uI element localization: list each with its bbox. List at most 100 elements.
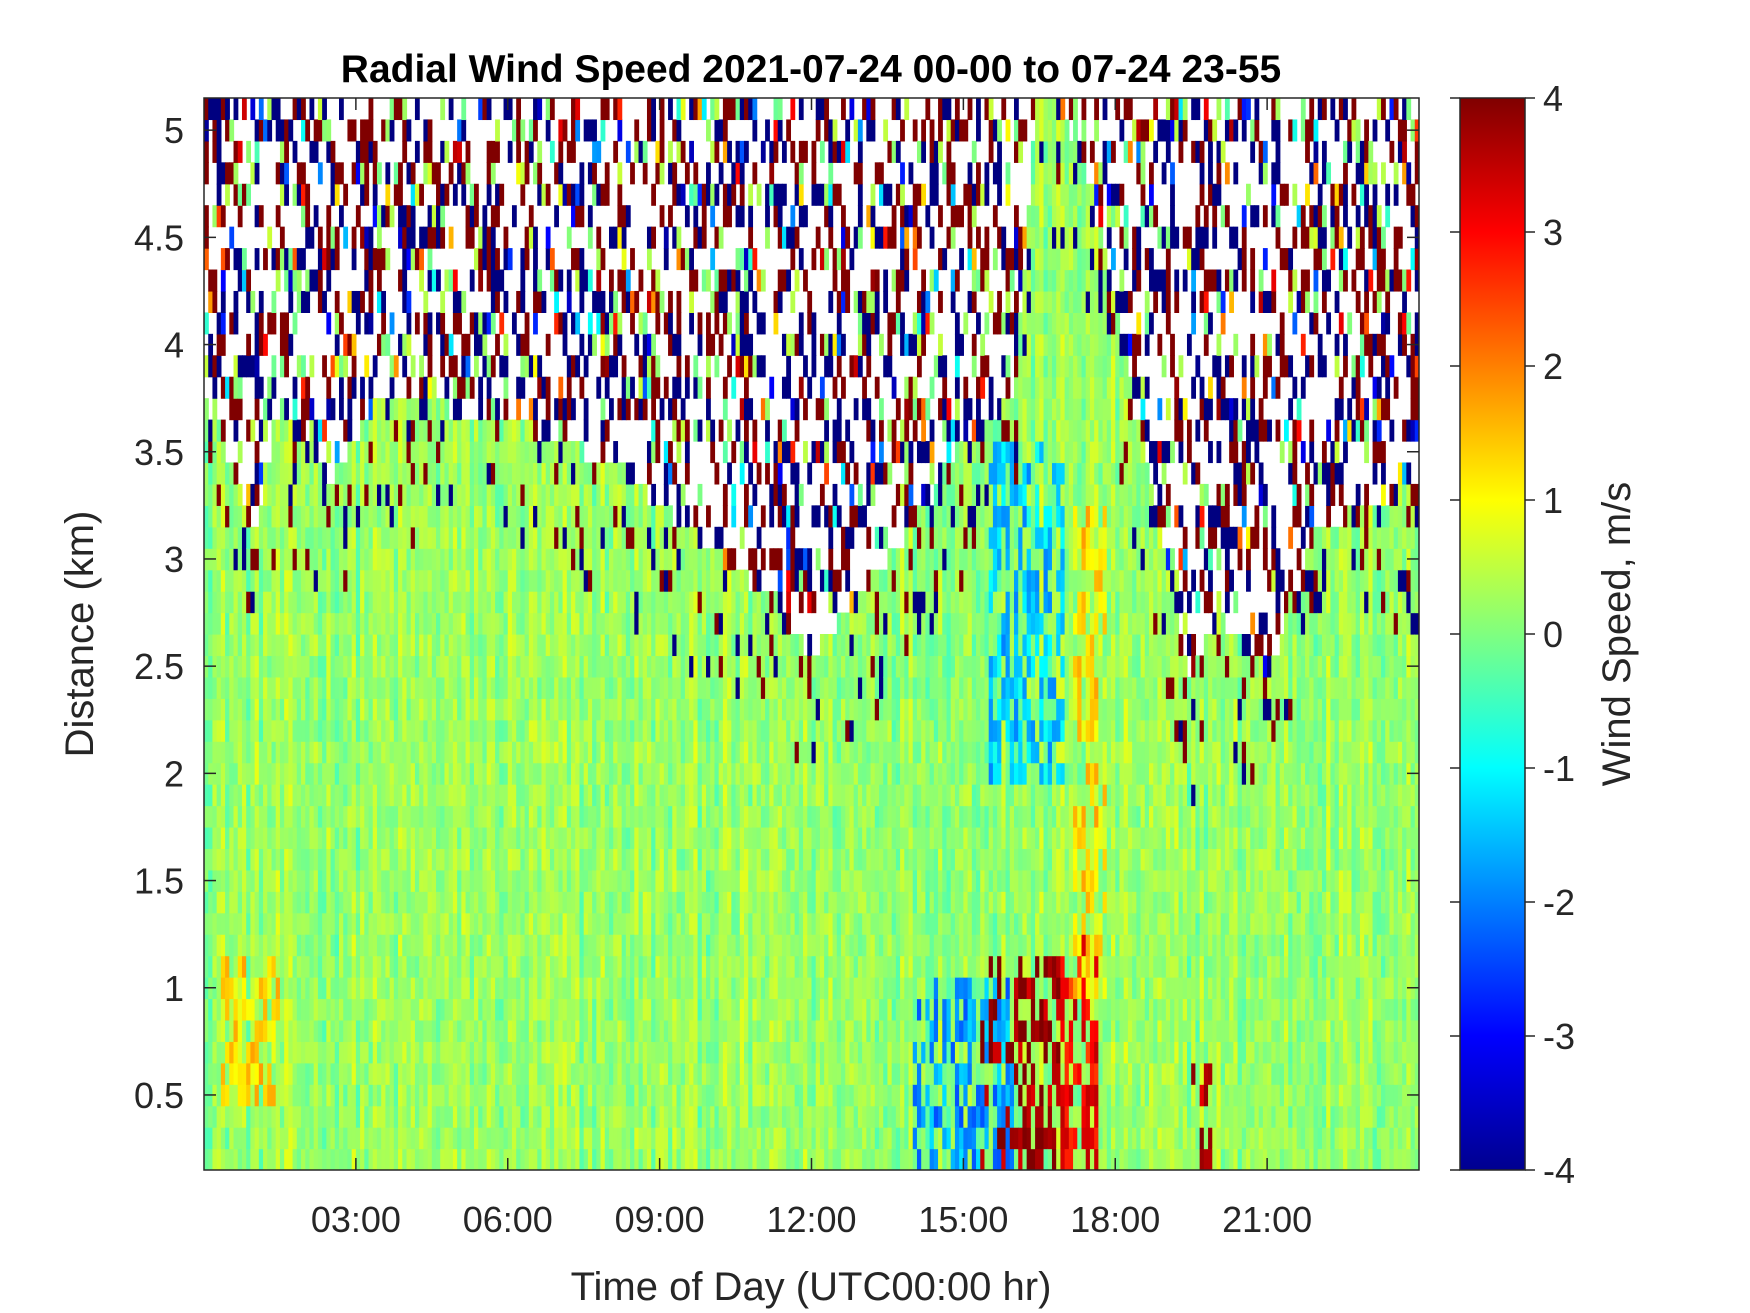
heatmap-cell <box>625 548 631 571</box>
heatmap-cell <box>225 741 230 764</box>
heatmap-cell <box>701 848 707 871</box>
heatmap-cell <box>410 955 416 978</box>
heatmap-cell <box>684 634 690 657</box>
heatmap-cell <box>659 398 665 421</box>
heatmap-cell <box>263 634 268 657</box>
heatmap-cell <box>592 1041 597 1064</box>
heatmap-cell <box>613 226 619 249</box>
heatmap-cell <box>414 312 420 335</box>
heatmap-cell <box>368 698 374 721</box>
heatmap-cell <box>389 912 395 935</box>
heatmap-cell <box>237 183 243 206</box>
heatmap-cell <box>490 355 496 378</box>
heatmap-cell <box>710 591 716 614</box>
heatmap-cell <box>461 1148 467 1170</box>
heatmap-cell <box>339 934 344 957</box>
heatmap-cell <box>634 1084 640 1107</box>
heatmap-cell <box>296 762 302 785</box>
heatmap-cell <box>596 826 602 849</box>
heatmap-cell <box>663 376 669 399</box>
heatmap-cell <box>322 955 327 978</box>
heatmap-cell <box>330 162 336 185</box>
heatmap-cell <box>313 526 319 549</box>
heatmap-cell <box>642 719 648 742</box>
heatmap-cell <box>680 1084 686 1107</box>
heatmap-cell <box>461 676 467 699</box>
heatmap-cell <box>326 591 332 614</box>
heatmap-cell <box>440 655 446 678</box>
heatmap-cell <box>571 462 576 485</box>
heatmap-cell <box>334 548 340 571</box>
heatmap-cell <box>617 98 623 121</box>
heatmap-cell <box>689 1062 694 1085</box>
heatmap-cell <box>351 826 357 849</box>
heatmap-cell <box>583 676 589 699</box>
heatmap-cell <box>414 805 420 828</box>
heatmap-cell <box>634 548 640 571</box>
heatmap-cell <box>376 998 382 1021</box>
heatmap-cell <box>372 698 378 721</box>
heatmap-cell <box>554 505 559 528</box>
heatmap-cell <box>511 762 517 785</box>
heatmap-cell <box>279 140 285 163</box>
heatmap-cell <box>663 526 669 549</box>
heatmap-cell <box>414 398 420 421</box>
heatmap-cell <box>490 1062 496 1085</box>
heatmap-cell <box>490 912 496 935</box>
heatmap-cell <box>347 762 353 785</box>
heatmap-cell <box>313 805 319 828</box>
heatmap-cell <box>689 741 694 764</box>
heatmap-cell <box>334 1084 340 1107</box>
heatmap-cell <box>537 376 543 399</box>
heatmap-cell <box>440 1019 446 1042</box>
heatmap-cell <box>322 419 327 442</box>
heatmap-cell <box>427 548 433 571</box>
heatmap-cell <box>410 1019 416 1042</box>
heatmap-cell <box>676 955 682 978</box>
heatmap-cell <box>668 98 673 121</box>
heatmap-cell <box>613 869 619 892</box>
heatmap-cell <box>621 1062 627 1085</box>
heatmap-cell <box>604 805 610 828</box>
heatmap-cell <box>701 676 707 699</box>
heatmap-cell <box>271 741 277 764</box>
heatmap-cell <box>385 977 391 1000</box>
heatmap-cell <box>246 612 252 635</box>
heatmap-cell <box>250 1019 256 1042</box>
heatmap-cell <box>431 998 437 1021</box>
heatmap-cell <box>288 698 294 721</box>
heatmap-cell <box>646 719 652 742</box>
heatmap-cell <box>440 183 446 206</box>
heatmap-cell <box>676 1062 682 1085</box>
heatmap-cell <box>229 1148 235 1170</box>
heatmap-cell <box>528 719 534 742</box>
heatmap-cell <box>402 441 408 464</box>
heatmap-cell <box>625 376 631 399</box>
heatmap-cell <box>381 248 387 271</box>
heatmap-cell <box>313 719 319 742</box>
heatmap-cell <box>604 719 610 742</box>
heatmap-cell <box>376 719 382 742</box>
heatmap-cell <box>511 441 517 464</box>
heatmap-cell <box>271 1062 277 1085</box>
heatmap-cell <box>541 569 547 592</box>
heatmap-cell <box>343 226 349 249</box>
heatmap-cell <box>275 462 281 485</box>
heatmap-cell <box>499 526 505 549</box>
heatmap-cell <box>372 891 378 914</box>
heatmap-cell <box>495 634 500 657</box>
heatmap-cell <box>672 698 678 721</box>
heatmap-cell <box>414 248 420 271</box>
heatmap-cell <box>254 848 260 871</box>
heatmap-cell <box>360 869 365 892</box>
heatmap-cell <box>414 634 420 657</box>
heatmap-cell <box>587 1019 593 1042</box>
heatmap-cell <box>229 226 235 249</box>
heatmap-cell <box>482 1105 488 1128</box>
heatmap-cell <box>381 505 387 528</box>
heatmap-cell <box>575 441 581 464</box>
heatmap-cell <box>343 912 349 935</box>
heatmap-cell <box>575 119 581 142</box>
heatmap-cell <box>347 741 353 764</box>
heatmap-cell <box>625 869 631 892</box>
